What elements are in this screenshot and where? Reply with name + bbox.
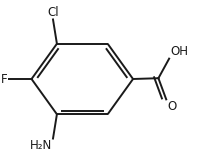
Text: OH: OH [170, 45, 188, 58]
Text: Cl: Cl [47, 6, 59, 19]
Text: H₂N: H₂N [30, 139, 52, 152]
Text: F: F [0, 73, 7, 85]
Text: O: O [167, 100, 176, 113]
